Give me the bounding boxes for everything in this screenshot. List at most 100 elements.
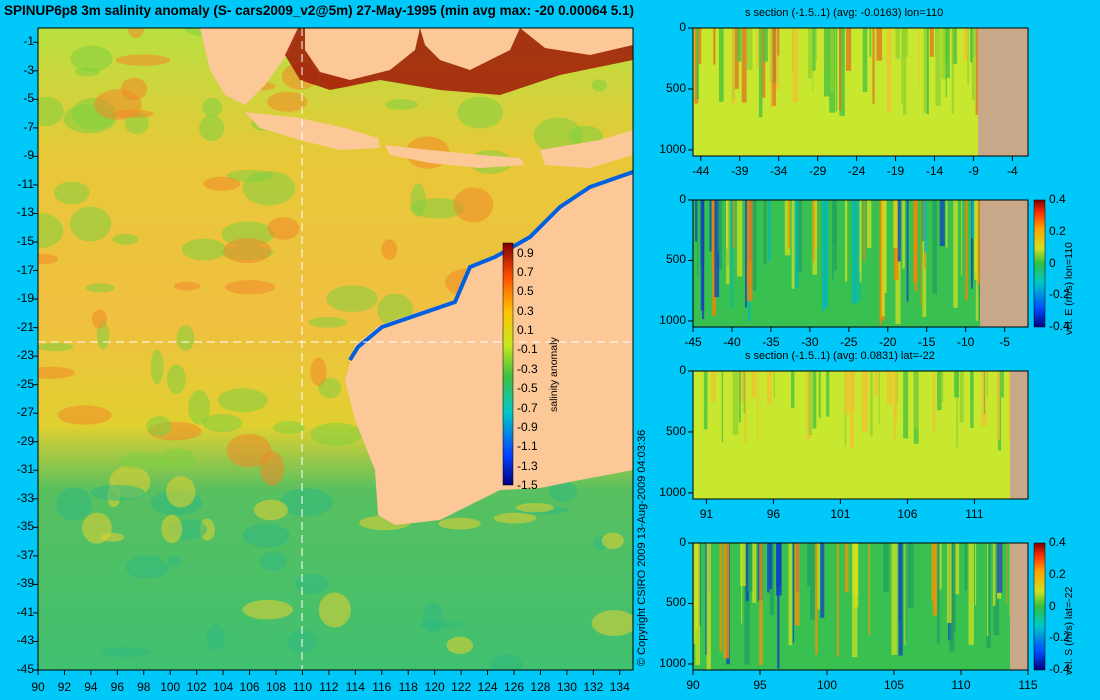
salinity-eddy <box>74 67 101 77</box>
salinity-eddy <box>69 206 112 242</box>
salinity-eddy <box>242 170 296 206</box>
section-stripe <box>812 371 817 429</box>
panel-3-x-tick-label: 91 <box>699 507 714 521</box>
section-stripe <box>723 543 730 659</box>
section-stripe <box>903 371 909 439</box>
section-stripe <box>763 200 767 265</box>
section-stripe <box>817 543 820 610</box>
section-stripe <box>926 28 929 115</box>
section-stripe <box>746 28 753 70</box>
section-stripe <box>744 543 750 665</box>
section-stripe <box>768 543 773 590</box>
section-stripe <box>737 28 742 62</box>
section-stripe <box>807 543 811 587</box>
salinity-eddy <box>490 654 523 670</box>
section-stripe <box>1006 543 1008 604</box>
section-stripe <box>932 200 937 294</box>
section-stripe <box>815 28 817 62</box>
section-stripe <box>808 28 812 79</box>
land-lesser-sunda <box>385 145 525 168</box>
section-stripe <box>794 200 799 288</box>
salinity-eddy <box>242 599 293 620</box>
section-stripe <box>970 200 975 281</box>
section-stripe <box>740 371 746 402</box>
salinity-eddy <box>446 636 474 655</box>
salinity-map[interactable] <box>15 14 648 675</box>
section-stripe <box>703 371 708 430</box>
section-stripe <box>935 28 941 106</box>
section-stripe <box>968 543 974 645</box>
panel-4-velS-lat-22[interactable] <box>692 542 1029 671</box>
section-stripe <box>734 28 739 89</box>
panel-2-x-tick-label: -30 <box>801 335 819 349</box>
section-stripe <box>952 28 957 65</box>
map-lon-tick-label: 102 <box>186 680 207 694</box>
panel-2-colorbar-tick-label: -0.4 <box>1049 319 1070 333</box>
section-stripe <box>907 543 914 609</box>
panel-2-x-tick-label: -5 <box>999 335 1010 349</box>
section-stripe <box>971 200 973 289</box>
panel-3-subtitle: s section (-1.5..1) (avg: 0.0831) lat=-2… <box>745 350 935 362</box>
map-lon-tick-label: 112 <box>319 680 339 694</box>
salinity-eddy <box>326 285 379 312</box>
salinity-eddy <box>115 54 171 66</box>
section-stripe <box>702 200 705 320</box>
section-stripe <box>898 543 901 622</box>
section-stripe <box>792 28 799 103</box>
salinity-eddy <box>253 499 288 521</box>
salinity-eddy <box>202 413 243 433</box>
section-stripe <box>905 543 907 641</box>
section-stripe <box>852 543 859 595</box>
map-lat-tick-label: -11 <box>17 176 34 191</box>
panel-3-x-tick-label: 101 <box>830 507 851 521</box>
section-stripe <box>872 28 875 104</box>
section-stripe <box>936 371 942 411</box>
section-stripe <box>761 28 766 98</box>
salinity-eddy <box>167 364 186 395</box>
salinity-eddy <box>318 592 351 628</box>
section-stripe <box>695 200 698 242</box>
map-colorbar-label: salinity anomaly <box>548 337 560 412</box>
section-stripe <box>697 200 699 277</box>
map-lat-tick-label: -17 <box>16 262 34 277</box>
section-stripe <box>812 200 815 263</box>
section-stripe <box>836 543 839 657</box>
section-stripe <box>812 200 818 275</box>
salinity-eddy <box>70 45 113 72</box>
panel-2-x-tick-label: -35 <box>762 335 780 349</box>
panel-1-salinity-lon110[interactable] <box>692 27 1029 157</box>
section-stripe <box>767 371 773 404</box>
salinity-eddy <box>159 448 197 471</box>
section-stripe <box>949 543 955 652</box>
section-stripe <box>726 200 730 285</box>
map-lat-tick-label: -5 <box>23 91 34 106</box>
panel-4-colorbar-tick-label: 0 <box>1049 598 1056 613</box>
map-lon-tick-label: 104 <box>213 680 234 694</box>
section-stripe <box>844 543 849 593</box>
panel-4-x-tick-label: 115 <box>1018 678 1038 692</box>
map-lon-tick-label: 126 <box>503 680 525 694</box>
section-stripe <box>874 371 879 397</box>
panel-3-x-tick-label: 106 <box>897 507 918 521</box>
panel-2-velE-lon110[interactable] <box>692 199 1029 328</box>
panel-2-colorbar-tick-label: 0 <box>1049 255 1056 270</box>
section-stripe <box>935 28 937 57</box>
panel-2-colorbar-tick-label: -0.2 <box>1049 287 1070 302</box>
section-stripe <box>731 28 735 106</box>
section-stripe <box>993 543 1000 636</box>
section-stripe <box>694 543 699 630</box>
panel-1-x-tick-label: -14 <box>925 164 944 178</box>
section-stripe <box>862 28 868 93</box>
section-stripe <box>696 28 700 99</box>
land-australia <box>345 170 633 525</box>
map-lat-tick-label: -13 <box>16 205 34 220</box>
map-lon-tick-label: 134 <box>609 680 630 694</box>
section-stripe <box>894 371 898 421</box>
panel-1-x-tick-label: -44 <box>692 164 710 178</box>
panel-3-salinity-lat-22[interactable] <box>692 370 1029 500</box>
section-stripe <box>946 543 952 624</box>
salinity-eddy <box>124 112 150 135</box>
panel-2-colorbar-label: vel. E (m/s) lon=110 <box>1063 242 1075 335</box>
figure-title: SPINUP6p8 3m salinity anomaly (S- cars20… <box>4 3 634 18</box>
section-stripe <box>732 371 739 435</box>
